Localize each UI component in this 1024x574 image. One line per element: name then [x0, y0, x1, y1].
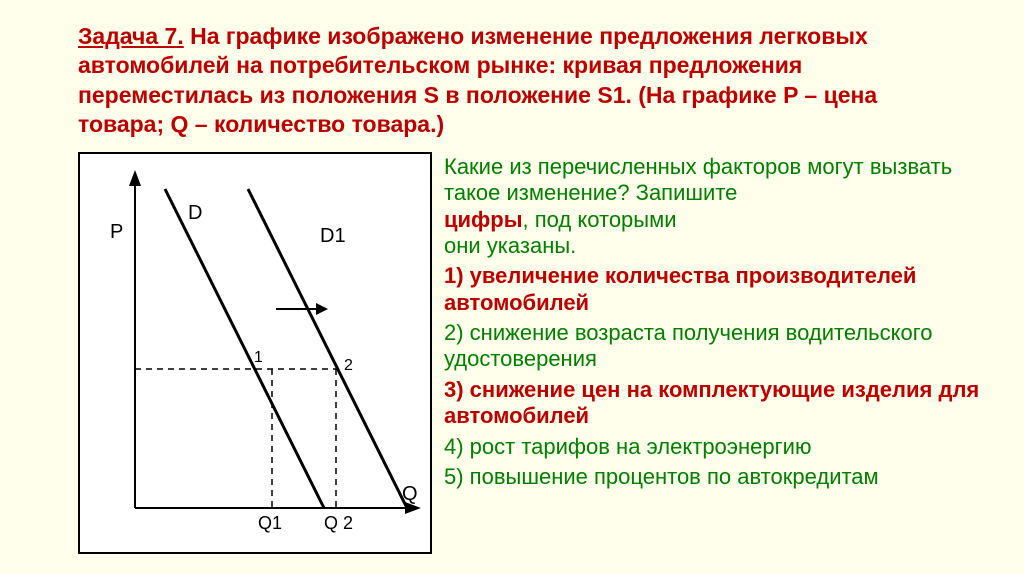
svg-text:1: 1 — [254, 349, 263, 366]
q-line3: они указаны. — [444, 233, 576, 258]
task-header: Задача 7. На графике изображено изменени… — [0, 0, 1024, 152]
option-4: 4) рост тарифов на электроэнергию — [444, 434, 984, 460]
task-number: Задача 7. — [78, 23, 184, 49]
q-line2a: такое изменение? Запишите — [444, 180, 737, 205]
svg-text:Q: Q — [402, 483, 418, 505]
supply-chart: P D D1 1 2 Q1 Q 2 Q — [78, 152, 432, 554]
q-emph: цифры — [444, 207, 523, 232]
question-text: Какие из перечисленных факторов могут вы… — [444, 154, 984, 260]
svg-text:Q 2: Q 2 — [324, 513, 353, 533]
option-2: 2) снижение возраста получения водительс… — [444, 320, 984, 373]
option-1: 1) увеличение количества производителей … — [444, 263, 984, 316]
content-row: P D D1 1 2 Q1 Q 2 Q Какие из перечисленных факт… — [0, 152, 1024, 554]
chart-svg: P D D1 1 2 Q1 Q 2 Q — [80, 154, 430, 552]
svg-text:2: 2 — [344, 357, 353, 374]
option-3: 3) снижение цен на комплектующие изделия… — [444, 377, 984, 430]
q-line1: Какие из перечисленных факторов могут вы… — [444, 154, 952, 179]
svg-text:D1: D1 — [320, 225, 346, 247]
svg-text:D: D — [188, 202, 202, 224]
question-block: Какие из перечисленных факторов могут вы… — [442, 152, 984, 554]
svg-text:P: P — [110, 221, 123, 243]
task-text: На графике изображено изменение предложе… — [78, 23, 877, 137]
options-list: 1) увеличение количества производителей … — [444, 263, 984, 490]
q-line2b: , под которыми — [523, 207, 677, 232]
option-5: 5) повышение процентов по автокредитам — [444, 464, 984, 490]
svg-text:Q1: Q1 — [258, 513, 282, 533]
